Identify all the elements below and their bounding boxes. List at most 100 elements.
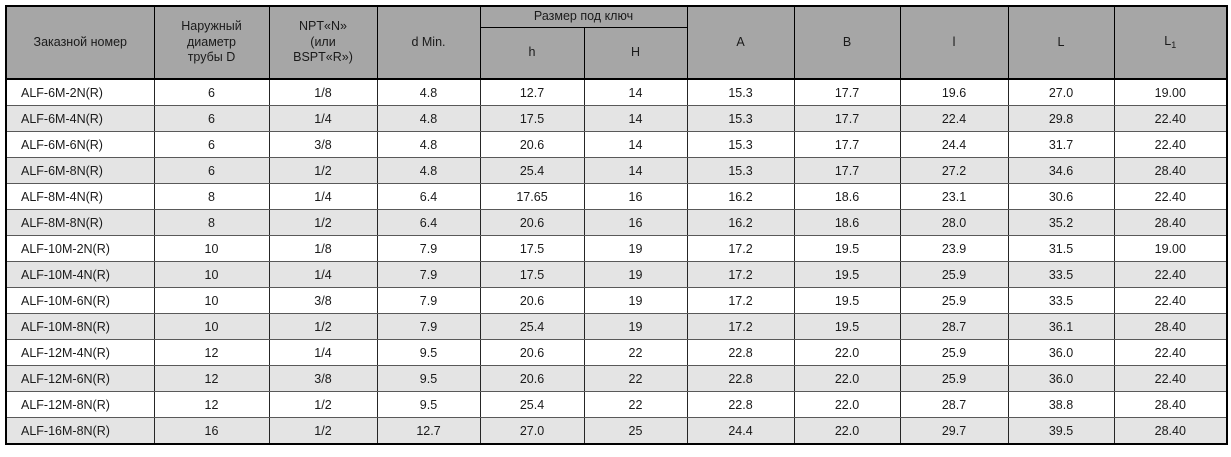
table-cell: 25.9 — [899, 339, 1009, 366]
table-cell: 14 — [583, 157, 688, 184]
table-cell: 3/8 — [268, 287, 378, 314]
table-cell: 29.7 — [899, 417, 1009, 445]
table-cell: 28.7 — [899, 391, 1009, 418]
table-cell: 20.6 — [479, 287, 585, 314]
table-cell: 20.6 — [479, 131, 585, 158]
table-cell: 6 — [153, 78, 270, 106]
table-cell: 10 — [153, 287, 270, 314]
table-cell: 31.5 — [1007, 235, 1115, 262]
table-cell: 19.5 — [793, 313, 901, 340]
table-cell: 38.8 — [1007, 391, 1115, 418]
order-number-cell: ALF-6M-4N(R) — [5, 105, 155, 132]
table-cell: 17.7 — [793, 78, 901, 106]
order-number-cell: ALF-6M-6N(R) — [5, 131, 155, 158]
col-header-h-lowercase: h — [479, 27, 585, 80]
table-cell: 17.7 — [793, 105, 901, 132]
table-cell: 19 — [583, 261, 688, 288]
col-header-order-number: Заказной номер — [5, 5, 155, 80]
table-cell: 8 — [153, 183, 270, 210]
table-row: ALF-10M-2N(R) 10 1/8 7.9 17.5 19 17.2 19.5 23.9 3… — [5, 235, 1228, 262]
table-cell: 7.9 — [376, 313, 481, 340]
table-cell: 16 — [583, 209, 688, 236]
table-cell: 22.0 — [793, 339, 901, 366]
table-cell: 17.2 — [686, 287, 795, 314]
table-cell: 1/4 — [268, 183, 378, 210]
table-cell: 9.5 — [376, 391, 481, 418]
table-cell: 22.4 — [899, 105, 1009, 132]
table-cell: 25 — [583, 417, 688, 445]
table-row: ALF-6M-8N(R) 6 1/2 4.8 25.4 14 15.3 17.7 27.2 34.… — [5, 157, 1228, 184]
table-cell: 10 — [153, 313, 270, 340]
table-cell: 22.40 — [1113, 365, 1228, 392]
table-cell: 12 — [153, 365, 270, 392]
table-cell: 39.5 — [1007, 417, 1115, 445]
table-cell: 28.40 — [1113, 391, 1228, 418]
order-number-cell: ALF-10M-8N(R) — [5, 313, 155, 340]
order-number-cell: ALF-12M-8N(R) — [5, 391, 155, 418]
table-row: ALF-6M-4N(R) 6 1/4 4.8 17.5 14 15.3 17.7 22.4 29.… — [5, 105, 1228, 132]
col-header-a: A — [686, 5, 795, 80]
table-row: ALF-12M-6N(R) 12 3/8 9.5 20.6 22 22.8 22.0 25.9 3… — [5, 365, 1228, 392]
table-cell: 22.40 — [1113, 287, 1228, 314]
table-cell: 18.6 — [793, 183, 901, 210]
table-cell: 22.40 — [1113, 183, 1228, 210]
table-cell: 30.6 — [1007, 183, 1115, 210]
table-cell: 28.40 — [1113, 313, 1228, 340]
order-number-cell: ALF-10M-4N(R) — [5, 261, 155, 288]
table-cell: 6 — [153, 157, 270, 184]
table-cell: 22.40 — [1113, 261, 1228, 288]
col-header-l-lowercase: l — [899, 5, 1009, 80]
order-number-cell: ALF-12M-6N(R) — [5, 365, 155, 392]
table-cell: 4.8 — [376, 131, 481, 158]
col-header-l1: L1 — [1113, 5, 1228, 80]
table-cell: 14 — [583, 105, 688, 132]
table-row: ALF-6M-6N(R) 6 3/8 4.8 20.6 14 15.3 17.7 24.4 31.… — [5, 131, 1228, 158]
table-cell: 25.9 — [899, 287, 1009, 314]
table-cell: 15.3 — [686, 157, 795, 184]
table-cell: 23.1 — [899, 183, 1009, 210]
table-cell: 8 — [153, 209, 270, 236]
table-row: ALF-8M-8N(R) 8 1/2 6.4 20.6 16 16.2 18.6 28.0 35.… — [5, 209, 1228, 236]
table-row: ALF-10M-8N(R) 10 1/2 7.9 25.4 19 17.2 19.5 28.7 3… — [5, 313, 1228, 340]
table-cell: 33.5 — [1007, 287, 1115, 314]
table-cell: 17.5 — [479, 235, 585, 262]
table-row: ALF-12M-8N(R) 12 1/2 9.5 25.4 22 22.8 22.0 28.7 3… — [5, 391, 1228, 418]
col-header-outer-diameter: Наружный диаметр трубы D — [153, 5, 270, 80]
table-row: ALF-10M-6N(R) 10 3/8 7.9 20.6 19 17.2 19.5 25.9 3… — [5, 287, 1228, 314]
order-number-cell: ALF-16M-8N(R) — [5, 417, 155, 445]
table-row: ALF-8M-4N(R) 8 1/4 6.4 17.65 16 16.2 18.6 23.1 30… — [5, 183, 1228, 210]
table-cell: 20.6 — [479, 339, 585, 366]
table-cell: 36.0 — [1007, 365, 1115, 392]
table-cell: 1/4 — [268, 105, 378, 132]
col-header-wrench-size-group: Размер под ключ — [479, 5, 688, 28]
table-cell: 22.0 — [793, 365, 901, 392]
table-cell: 27.2 — [899, 157, 1009, 184]
table-cell: 17.2 — [686, 235, 795, 262]
order-number-cell: ALF-10M-6N(R) — [5, 287, 155, 314]
table-cell: 22.8 — [686, 365, 795, 392]
table-cell: 10 — [153, 235, 270, 262]
table-cell: 1/4 — [268, 261, 378, 288]
table-cell: 16 — [153, 417, 270, 445]
table-cell: 19.00 — [1113, 78, 1228, 106]
table-cell: 16 — [583, 183, 688, 210]
order-number-cell: ALF-6M-2N(R) — [5, 78, 155, 106]
table-body: ALF-6M-2N(R) 6 1/8 4.8 12.7 14 15.3 17.7 19.6 27.… — [5, 78, 1228, 445]
table-cell: 23.9 — [899, 235, 1009, 262]
table-cell: 19.5 — [793, 261, 901, 288]
table-cell: 22 — [583, 391, 688, 418]
table-cell: 19 — [583, 287, 688, 314]
table-cell: 9.5 — [376, 365, 481, 392]
table-cell: 12.7 — [376, 417, 481, 445]
table-cell: 1/2 — [268, 391, 378, 418]
table-cell: 15.3 — [686, 105, 795, 132]
table-cell: 36.1 — [1007, 313, 1115, 340]
table-cell: 4.8 — [376, 157, 481, 184]
table-cell: 12.7 — [479, 78, 585, 106]
table-cell: 28.40 — [1113, 417, 1228, 445]
header-group-row: Заказной номер Наружный диаметр трубы D … — [5, 5, 1228, 80]
order-number-cell: ALF-10M-2N(R) — [5, 235, 155, 262]
col-header-thread: NPT«N» (или BSPT«R») — [268, 5, 378, 80]
table-cell: 14 — [583, 78, 688, 106]
table-cell: 22 — [583, 365, 688, 392]
